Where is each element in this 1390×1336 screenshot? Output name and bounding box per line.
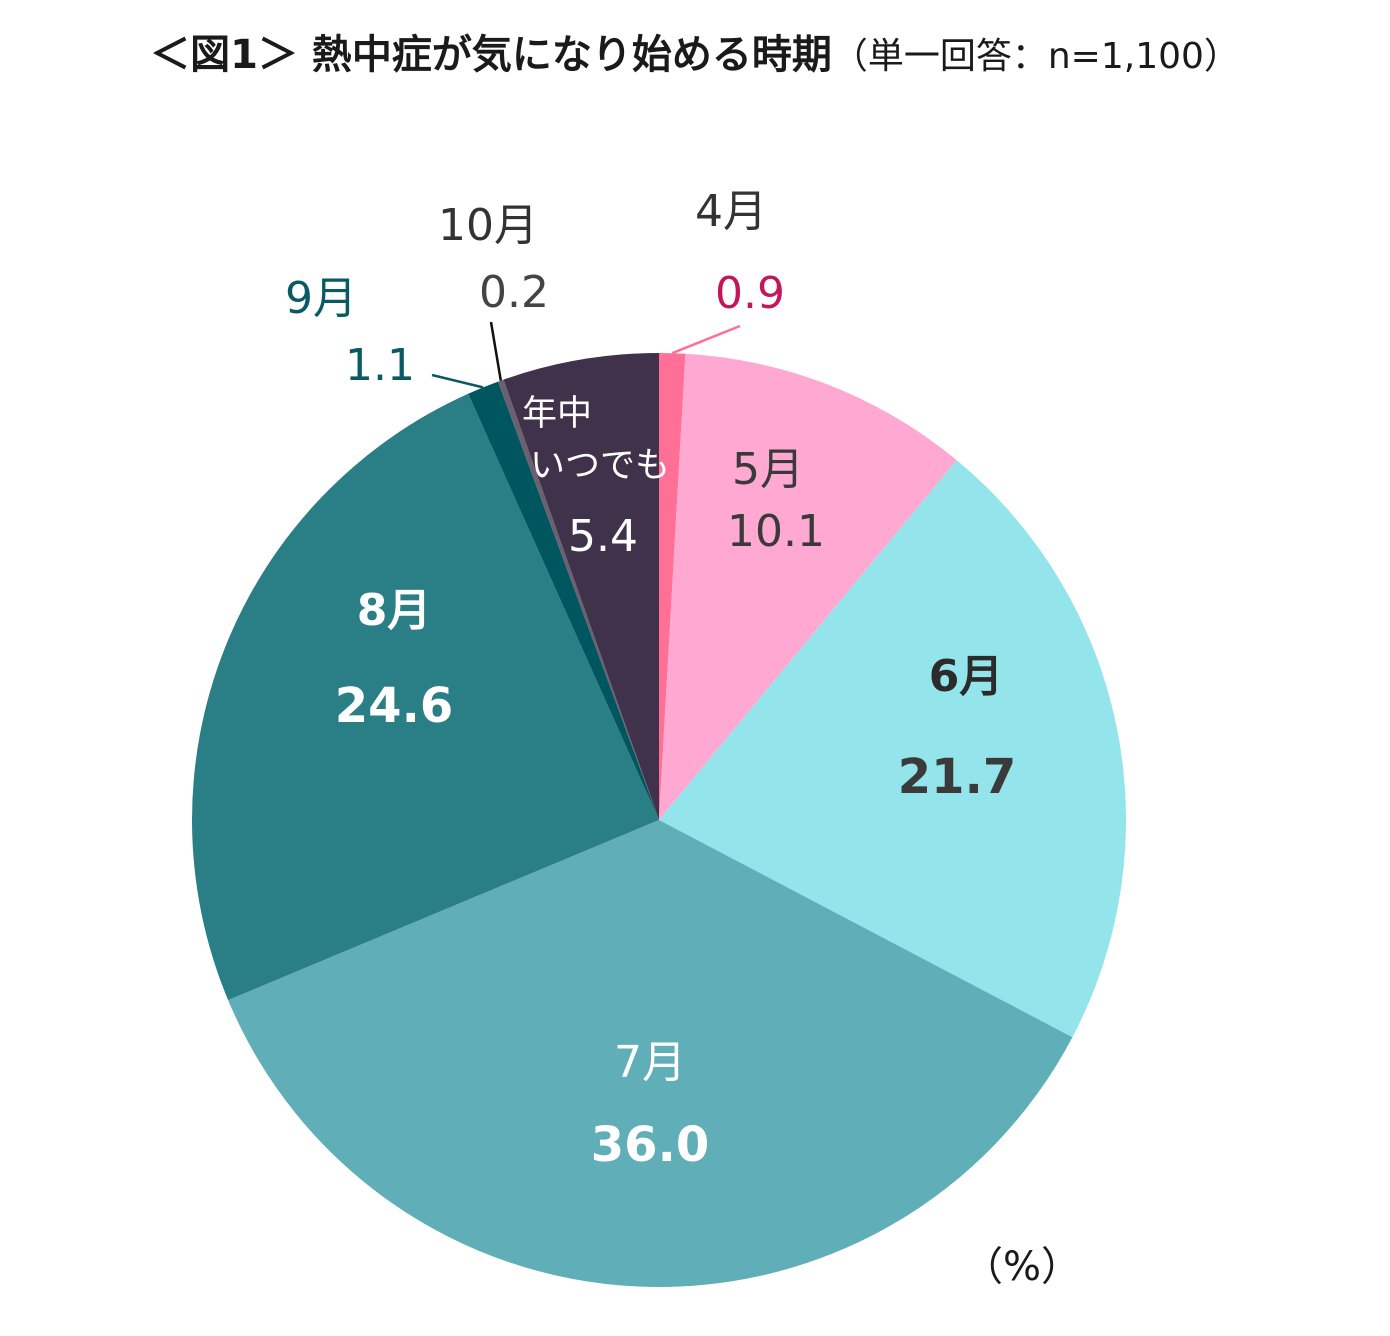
slice-value-7: 5.4 bbox=[568, 511, 638, 562]
slice-label-7-line-0: 年中 bbox=[522, 394, 592, 434]
leader-line-6 bbox=[489, 321, 503, 381]
slice-value-6: 0.2 bbox=[479, 267, 549, 318]
slice-label-4: 8月 bbox=[357, 585, 432, 636]
slice-value-4: 24.6 bbox=[335, 678, 453, 734]
slice-label-0: 4月 bbox=[695, 186, 767, 237]
slice-label-7-line-1: いつでも bbox=[530, 446, 670, 486]
slice-value-1: 10.1 bbox=[727, 506, 825, 557]
slice-label-3: 7月 bbox=[614, 1037, 686, 1088]
chart-subtitle: （単一回答：n=1,100） bbox=[831, 36, 1240, 77]
slice-label-2: 6月 bbox=[929, 651, 1004, 702]
pie-slice-4 bbox=[191, 393, 659, 1001]
leader-line-0 bbox=[671, 324, 741, 355]
slice-value-3: 36.0 bbox=[591, 1117, 709, 1173]
chart-title: ＜図1＞ 熱中症が気になり始める時期（単一回答：n=1,100） bbox=[0, 22, 1390, 80]
pie-slice-5 bbox=[468, 381, 659, 820]
unit-label: （%） bbox=[963, 1244, 1081, 1290]
chart-title-main: ＜図1＞ 熱中症が気になり始める時期 bbox=[150, 32, 832, 78]
slice-value-2: 21.7 bbox=[898, 749, 1016, 805]
pie-slice-3 bbox=[228, 820, 1073, 1288]
pie-slice-6 bbox=[498, 379, 659, 820]
slice-value-0: 0.9 bbox=[715, 268, 785, 319]
leader-line-5 bbox=[431, 373, 484, 389]
pie-slice-7 bbox=[503, 353, 659, 820]
pie-slice-2 bbox=[659, 460, 1127, 1038]
pie-slice-1 bbox=[659, 353, 957, 820]
slice-label-6: 10月 bbox=[438, 200, 538, 251]
slice-label-5: 9月 bbox=[285, 273, 357, 324]
pie-slice-0 bbox=[659, 353, 686, 820]
slice-value-5: 1.1 bbox=[345, 340, 415, 391]
slice-label-1: 5月 bbox=[732, 444, 804, 495]
slice-label-7: 年中いつでも bbox=[522, 394, 670, 486]
